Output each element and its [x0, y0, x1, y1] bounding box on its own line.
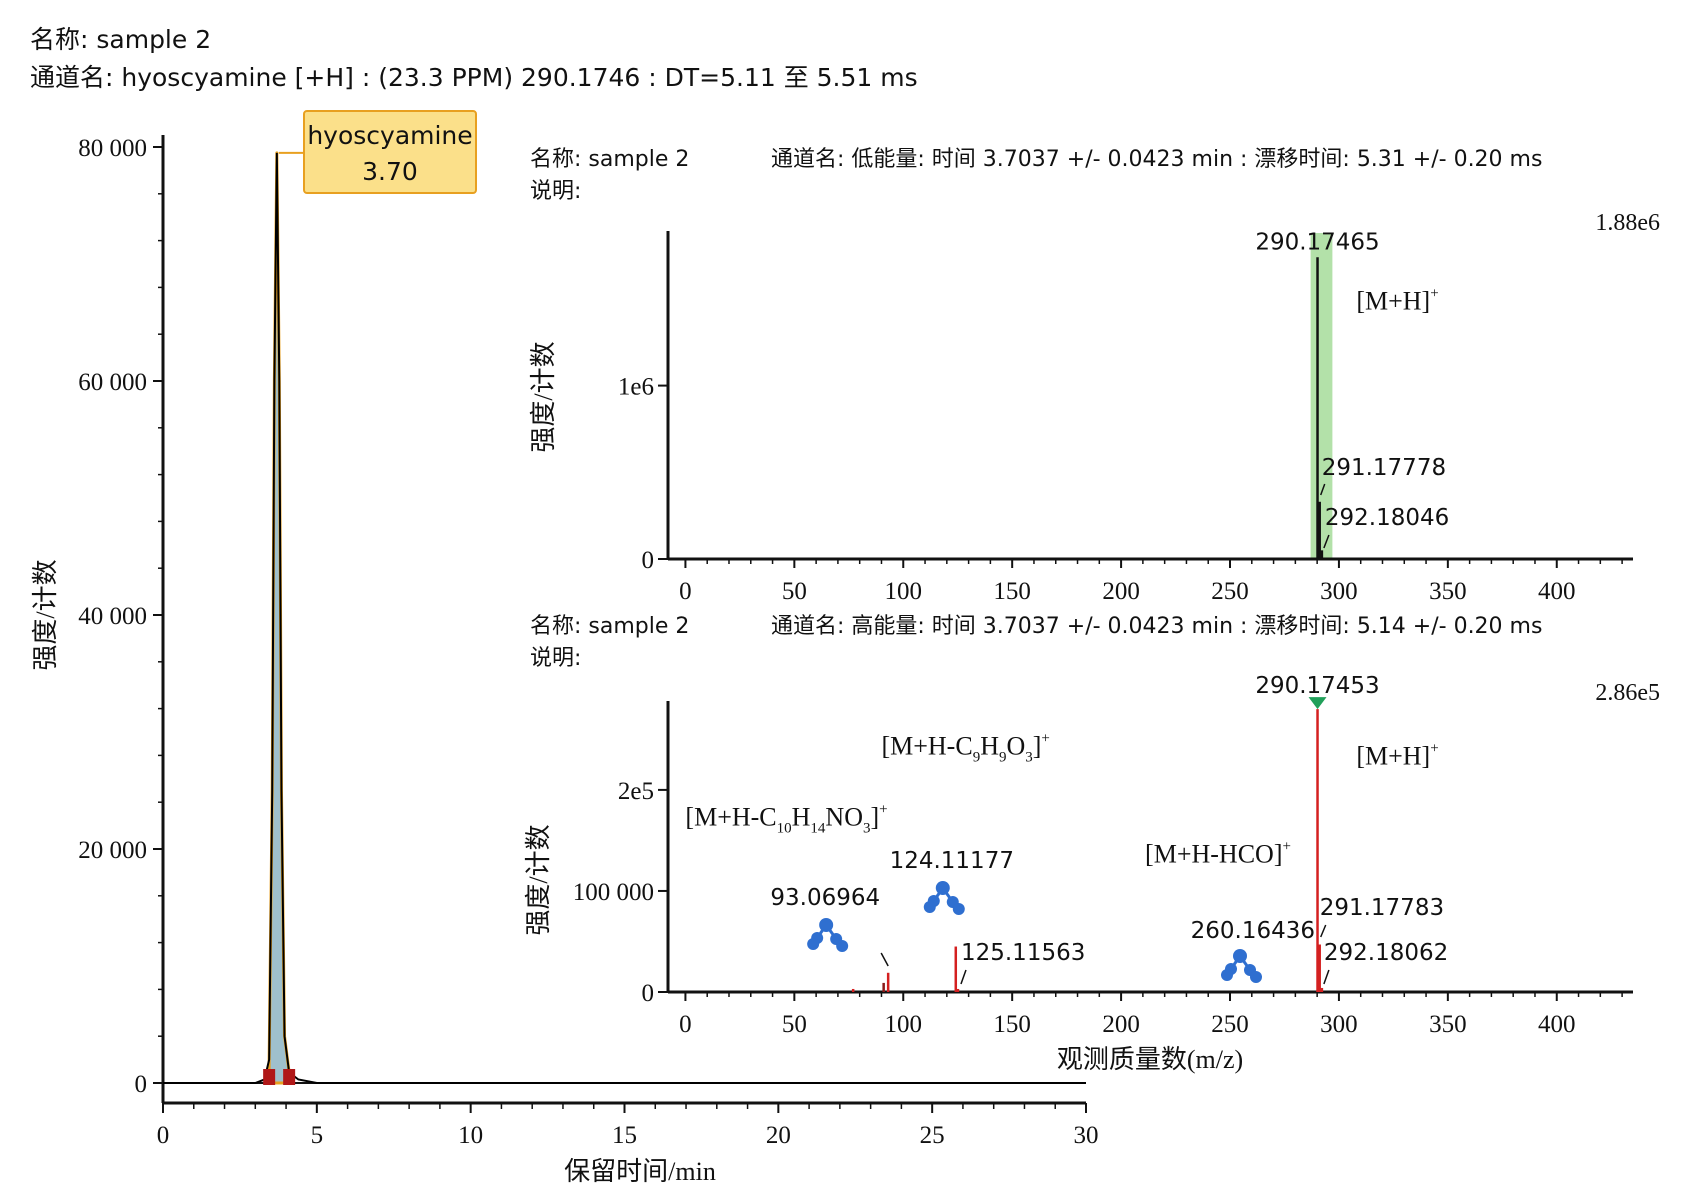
- integration-start-marker: [263, 1069, 276, 1085]
- peak-mz-label: 124.11177: [890, 848, 1014, 874]
- peak-label-tick: [1323, 969, 1330, 985]
- header-channel: 通道名: hyoscyamine [+H] : (23.3 PPM) 290.1…: [30, 63, 918, 92]
- chromatogram-x-tick-label: 25: [920, 1122, 945, 1149]
- chromatogram-y-tick-label: 80 000: [78, 135, 147, 162]
- low-energy-description: 说明:: [530, 179, 581, 204]
- spectrum-x-tick-label: 0: [679, 578, 692, 605]
- peak-mz-label: 290.17465: [1255, 229, 1379, 255]
- fragment-atom: [1221, 969, 1233, 981]
- chromatogram-x-tick-label: 15: [612, 1122, 637, 1149]
- spectrum-x-tick-label: 200: [1102, 1011, 1140, 1038]
- fragment-atom: [935, 881, 950, 895]
- high-energy-description: 说明:: [530, 646, 581, 671]
- ion-annotation: [M+H-C10H14NO3]+: [685, 801, 887, 836]
- fragment-atom: [923, 901, 936, 913]
- low-energy-max-intensity: 1.88e6: [1595, 210, 1660, 236]
- spectrum-x-tick-label: 350: [1429, 1011, 1467, 1038]
- spectrum-y-tick-label: 0: [642, 547, 655, 574]
- spectrum-x-tick-label: 150: [993, 1011, 1031, 1038]
- spectrum-x-tick-label: 50: [782, 1011, 807, 1038]
- low-energy-sample-name: 名称: sample 2: [530, 147, 689, 172]
- spectrum-y-tick-label: 0: [642, 980, 655, 1007]
- spectrum-x-tick-label: 250: [1211, 1011, 1249, 1038]
- peak-mz-label: 93.06964: [770, 885, 880, 911]
- fragment-atom: [836, 940, 849, 952]
- chromatogram-x-tick-label: 0: [157, 1122, 170, 1149]
- spectrum-y-tick-label: 1e6: [618, 374, 654, 401]
- spectrum-x-tick-label: 400: [1538, 578, 1576, 605]
- fragment-atom: [1250, 971, 1262, 983]
- peak-label-tick: [880, 952, 889, 967]
- high-energy-x-axis-label: 观测质量数(m/z): [1057, 1045, 1243, 1074]
- fragment-atom: [952, 903, 965, 915]
- ion-annotation: [M+H]+: [1356, 741, 1438, 771]
- spectrum-x-tick-label: 200: [1102, 578, 1140, 605]
- chromatogram-y-tick-label: 0: [135, 1071, 148, 1098]
- peak-label-tick: [960, 969, 967, 985]
- precursor-mass-window: [1310, 233, 1333, 559]
- spectrum-x-tick-label: 300: [1320, 1011, 1358, 1038]
- peak-label-box: hyoscyamine 3.70: [278, 110, 477, 194]
- peak-mz-label: 292.18062: [1324, 940, 1448, 966]
- spectrum-x-tick-label: 50: [782, 578, 807, 605]
- low-energy-spectrum: 名称: sample 2 通道名: 低能量: 时间 3.7037 +/- 0.0…: [529, 147, 1660, 605]
- chromatogram-x-axis-label: 保留时间/min: [564, 1157, 716, 1186]
- low-energy-y-axis-label: 强度/计数: [529, 341, 558, 452]
- spectrum-x-tick-label: 100: [885, 578, 923, 605]
- peak-label-rt: 3.70: [362, 157, 418, 186]
- spectrum-x-tick-label: 250: [1211, 578, 1249, 605]
- fragment-structure-icon: [1221, 949, 1262, 983]
- spectrum-y-tick-label: 100 000: [573, 879, 654, 906]
- chromatogram-y-tick-label: 40 000: [78, 603, 147, 630]
- high-energy-max-intensity: 2.86e5: [1595, 680, 1660, 706]
- header-name: 名称: sample 2: [30, 25, 211, 54]
- fragment-atom: [807, 938, 820, 950]
- high-energy-sample-name: 名称: sample 2: [530, 614, 689, 639]
- chromatogram-y-tick-label: 60 000: [78, 369, 147, 396]
- spectrum-x-tick-label: 300: [1320, 578, 1358, 605]
- high-energy-channel-info: 通道名: 高能量: 时间 3.7037 +/- 0.0423 min : 漂移时…: [771, 614, 1542, 639]
- chromatogram-y-axis-label: 强度/计数: [31, 559, 60, 670]
- spectrum-x-tick-label: 150: [993, 578, 1031, 605]
- ion-annotation: [M+H-HCO]+: [1145, 839, 1291, 869]
- peak-mz-label: 125.11563: [961, 940, 1085, 966]
- chromatogram-y-tick-label: 20 000: [78, 837, 147, 864]
- high-energy-spectrum: 名称: sample 2 通道名: 高能量: 时间 3.7037 +/- 0.0…: [524, 614, 1660, 1074]
- peak-mz-label: 290.17453: [1255, 673, 1379, 699]
- spectrum-x-tick-label: 350: [1429, 578, 1467, 605]
- peak-mz-label: 292.18046: [1325, 505, 1449, 531]
- low-energy-channel-info: 通道名: 低能量: 时间 3.7037 +/- 0.0423 min : 漂移时…: [771, 147, 1542, 172]
- spectrum-x-tick-label: 0: [679, 1011, 692, 1038]
- chromatogram-x-tick-label: 5: [311, 1122, 324, 1149]
- peak-label-tick: [1323, 534, 1330, 549]
- fragment-structure-icon: [923, 881, 965, 915]
- peak-mz-label: 291.17783: [1320, 895, 1444, 921]
- ion-annotation: [M+H-C9H9O3]+: [881, 731, 1049, 766]
- peak-label-name: hyoscyamine: [307, 121, 472, 150]
- chromatogram-x-tick-label: 10: [458, 1122, 483, 1149]
- ion-annotation: [M+H]+: [1356, 285, 1438, 315]
- peak-label-tick: [1320, 483, 1326, 496]
- high-energy-y-axis-label: 强度/计数: [524, 824, 553, 935]
- spectrum-x-tick-label: 100: [885, 1011, 923, 1038]
- integration-end-marker: [283, 1069, 296, 1085]
- base-peak-marker: [1308, 697, 1327, 710]
- chromatogram-x-tick-label: 20: [766, 1122, 791, 1149]
- peak-mz-label: 260.16436: [1191, 918, 1315, 944]
- fragment-atom: [819, 918, 834, 932]
- chromatogram-x-tick-label: 30: [1074, 1122, 1099, 1149]
- spectrum-y-tick-label: 2e5: [618, 778, 654, 805]
- fragment-atom: [1233, 949, 1247, 963]
- spectrum-x-tick-label: 400: [1538, 1011, 1576, 1038]
- fragment-structure-icon: [807, 918, 849, 952]
- peak-label-tick: [1320, 924, 1327, 938]
- peak-mz-label: 291.17778: [1322, 455, 1446, 481]
